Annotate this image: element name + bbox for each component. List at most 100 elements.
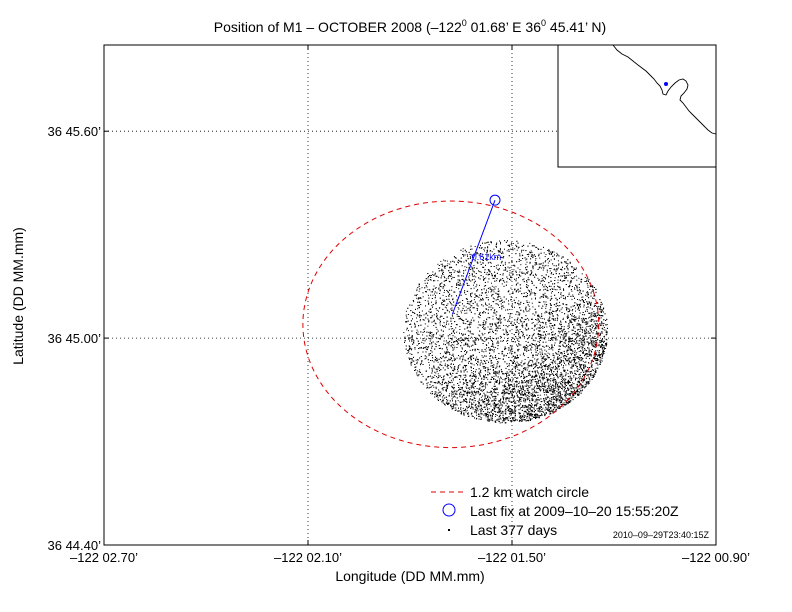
position-point [596, 312, 598, 314]
position-point [459, 305, 461, 306]
position-point [553, 288, 555, 290]
position-point [525, 406, 527, 408]
position-point [426, 356, 428, 358]
position-point [464, 266, 466, 268]
position-point [589, 307, 591, 309]
position-point [432, 393, 434, 394]
position-point [461, 410, 463, 412]
position-point [523, 379, 525, 381]
position-point [576, 377, 578, 379]
position-point [511, 410, 513, 412]
position-point [479, 317, 481, 319]
position-point [458, 343, 459, 345]
position-point [575, 353, 577, 355]
position-point [473, 287, 475, 289]
position-point [468, 266, 470, 268]
position-point [502, 251, 503, 253]
position-point [482, 312, 484, 313]
position-point [541, 383, 543, 385]
position-point [488, 396, 490, 398]
position-point [525, 292, 527, 293]
position-point [564, 332, 566, 334]
position-point [508, 325, 510, 326]
position-point [529, 418, 531, 420]
position-point [472, 317, 474, 319]
position-point [410, 315, 412, 317]
position-point [480, 271, 482, 273]
position-point [541, 352, 543, 354]
position-point [466, 254, 468, 256]
position-point [440, 270, 442, 272]
position-point [541, 278, 543, 280]
position-point [462, 275, 464, 277]
position-point [430, 311, 432, 313]
position-point [526, 347, 527, 349]
position-point [504, 393, 506, 395]
position-point [580, 387, 582, 389]
position-point [517, 311, 519, 313]
position-point [499, 307, 501, 308]
position-point [506, 387, 508, 389]
position-point [575, 370, 577, 372]
position-point [487, 419, 489, 421]
position-point [502, 416, 504, 418]
position-point [487, 378, 489, 380]
position-point [436, 318, 438, 320]
position-point [547, 402, 549, 404]
position-point [521, 419, 522, 421]
position-point [547, 352, 549, 354]
position-point [584, 370, 586, 372]
position-point [497, 407, 499, 409]
position-point [550, 409, 552, 411]
position-point [545, 322, 547, 324]
position-point [522, 310, 524, 312]
position-point [481, 386, 483, 388]
position-point [518, 303, 520, 305]
position-point [539, 257, 541, 259]
position-point [586, 369, 588, 371]
position-point [447, 341, 449, 343]
position-point [575, 388, 577, 390]
position-point [528, 397, 530, 399]
position-point [471, 378, 473, 379]
position-point [517, 314, 519, 316]
position-point [603, 345, 605, 347]
position-point [588, 326, 590, 327]
position-point [466, 321, 468, 323]
position-point [565, 403, 567, 405]
position-point [493, 248, 495, 250]
position-point [509, 384, 511, 386]
position-point [513, 269, 515, 271]
position-point [573, 360, 575, 362]
position-point [475, 375, 477, 377]
position-point [527, 390, 529, 392]
position-point [466, 266, 468, 268]
position-point [459, 329, 461, 330]
position-point [589, 289, 591, 290]
position-point [593, 343, 595, 345]
position-point [500, 249, 501, 251]
position-point [447, 310, 449, 312]
position-point [534, 366, 536, 368]
position-point [517, 247, 519, 249]
position-point [465, 360, 467, 362]
position-point [552, 289, 554, 290]
position-point [424, 300, 426, 301]
position-point [504, 248, 505, 250]
position-point [569, 380, 571, 382]
position-point [453, 304, 455, 306]
position-point [467, 308, 469, 310]
position-point [569, 377, 571, 379]
position-point [556, 252, 558, 254]
position-point [437, 361, 439, 363]
position-point [583, 340, 585, 342]
position-point [438, 310, 439, 312]
position-point [411, 340, 413, 342]
position-point [495, 324, 497, 326]
position-point [591, 331, 592, 333]
grid-lines [104, 45, 716, 545]
position-point [520, 403, 521, 405]
position-point [515, 403, 517, 404]
position-point [509, 309, 511, 310]
position-point [553, 379, 555, 380]
